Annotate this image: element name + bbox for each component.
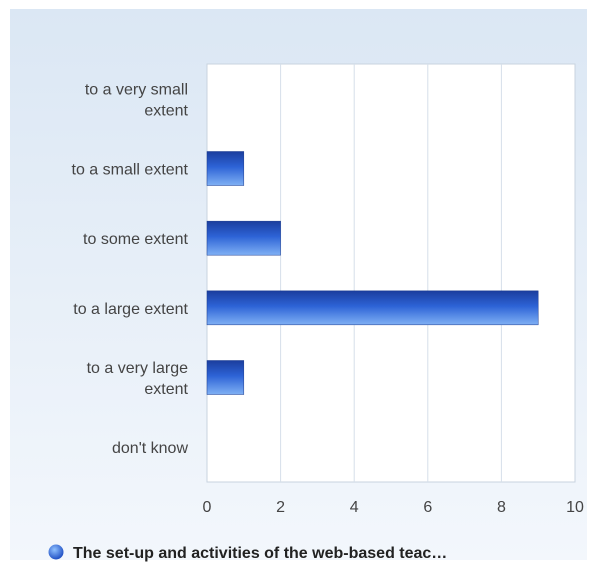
category-labels: to a very small extent to a small extent to… (72, 81, 189, 457)
plot-area (206, 63, 576, 483)
x-tick-label: 2 (276, 499, 285, 516)
category-label: don't know (112, 440, 188, 457)
bars (206, 151, 539, 395)
category-label: to a small extent (72, 162, 189, 179)
x-tick-label: 4 (350, 499, 359, 516)
x-axis-ticks: 0 2 4 6 8 10 (203, 499, 584, 516)
category-label: to some extent (83, 231, 189, 248)
bar (206, 151, 245, 186)
bar (206, 290, 539, 326)
legend-marker (48, 544, 64, 560)
x-tick-label: 0 (203, 499, 212, 516)
category-label: to a large extent (73, 301, 188, 318)
category-label: to a very small (85, 81, 188, 98)
bar (206, 360, 245, 395)
legend-label: The set-up and activities of the web-bas… (73, 545, 447, 562)
bar (206, 220, 281, 256)
x-tick-label: 10 (566, 499, 584, 516)
x-tick-label: 8 (497, 499, 506, 516)
category-label: extent (144, 102, 188, 119)
category-label: to a very large (87, 360, 188, 377)
x-tick-label: 6 (423, 499, 432, 516)
category-label: extent (144, 381, 188, 398)
legend: The set-up and activities of the web-bas… (48, 544, 447, 562)
gridlines (280, 64, 502, 482)
